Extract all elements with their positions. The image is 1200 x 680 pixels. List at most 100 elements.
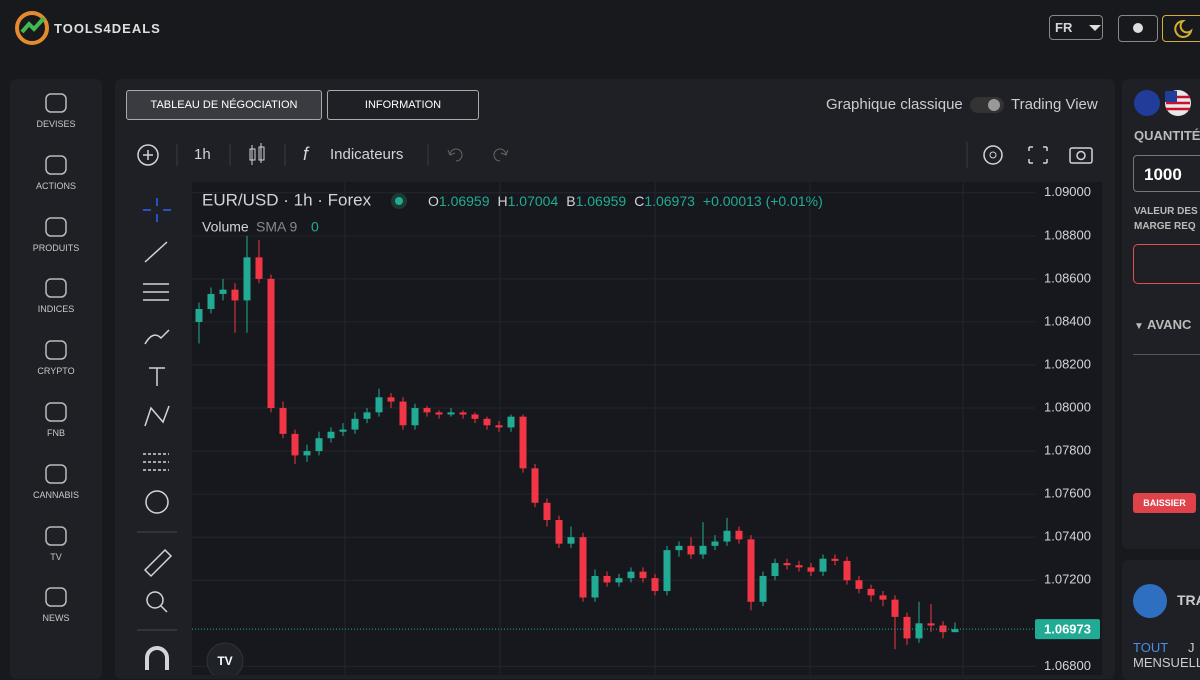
sidebar-icon [45, 587, 67, 608]
legend-key: B [566, 193, 575, 209]
sidebar-item[interactable]: CANNABIS [10, 462, 102, 500]
ohlc-legend: O1.06959 H1.07004 B1.06959 C1.06973 +0.00013… [428, 193, 823, 209]
sidebar-item[interactable]: TV [10, 524, 102, 562]
ruler-tool[interactable] [143, 548, 173, 578]
candle-body [555, 519, 563, 544]
logo[interactable]: TOOLS4DEALS [14, 10, 161, 46]
tab-trading[interactable]: TABLEAU DE NÉGOCIATION [126, 90, 322, 120]
crosshair-tool[interactable] [143, 198, 171, 222]
filter-day[interactable]: J [1188, 640, 1195, 655]
filter-period[interactable]: MENSUELL [1133, 655, 1200, 670]
advanced-toggle[interactable]: ▼ AVANC [1134, 317, 1192, 332]
sidebar-item[interactable]: CRYPTO [10, 338, 102, 376]
chart-title: EUR/USD · 1h · Forex [202, 190, 372, 209]
order-panel [1122, 79, 1200, 549]
icon-shape [45, 587, 67, 608]
y-tick-label: 1.07800 [1044, 443, 1091, 458]
screenshot-button[interactable] [1069, 147, 1093, 164]
last-price-box [1035, 619, 1100, 640]
indicators-button[interactable]: Indicateurs [330, 146, 403, 163]
tab-information[interactable]: INFORMATION [327, 90, 479, 120]
candle-body [303, 451, 311, 456]
traders-icon [1133, 584, 1167, 618]
dark-theme-button[interactable] [1162, 15, 1200, 42]
light-theme-button[interactable] [1118, 15, 1158, 42]
toggle-label-tradingview: Trading View [1011, 96, 1098, 113]
candle-body [459, 412, 467, 415]
candle-body [627, 571, 635, 579]
time-grid [344, 182, 964, 675]
margin-label: MARGE REQ [1134, 221, 1196, 232]
candle-body [207, 293, 215, 310]
icon-shape [45, 216, 67, 237]
candle-body [639, 571, 647, 579]
settings-button[interactable] [983, 145, 1003, 165]
candle-body [615, 578, 623, 583]
candle-body [471, 414, 479, 419]
candle-body [687, 545, 695, 555]
toggle-knob [988, 99, 1000, 111]
sidebar-label: INDICES [37, 304, 75, 315]
legend-change: +0.00013 (+0.01%) [703, 193, 823, 209]
volume-label: Volume [202, 219, 249, 235]
candle-body [315, 438, 323, 452]
sidebar-icon [45, 278, 67, 299]
sidebar-icon [45, 340, 67, 360]
currency-flags [1134, 90, 1191, 116]
candle-body [531, 468, 539, 503]
sidebar-label: FNB [47, 428, 65, 438]
y-tick-label: 1.07200 [1044, 572, 1091, 587]
candle-body [267, 278, 275, 409]
candle-body [771, 563, 779, 576]
candle-body [651, 578, 659, 592]
sidebar-item[interactable]: ACTIONS [10, 153, 102, 191]
candle-body [579, 537, 587, 598]
zoom-tool[interactable] [146, 591, 164, 609]
sidebar-item[interactable]: DEVISES [10, 91, 102, 129]
emoji-tool[interactable] [145, 490, 169, 514]
logo-icon [15, 11, 49, 45]
trendline-tool[interactable] [144, 241, 168, 263]
chart-toggle[interactable] [970, 97, 1004, 113]
tradingview-logo[interactable] [206, 642, 244, 675]
candle-body [723, 530, 731, 542]
sidebar-icon [45, 464, 67, 484]
interval-button[interactable]: 1h [194, 146, 211, 163]
candle-body [831, 558, 839, 561]
chart-style-button[interactable] [249, 143, 265, 165]
sidebar-item[interactable]: NEWS [10, 585, 102, 623]
icon-shape [45, 278, 67, 299]
candle-body [603, 575, 611, 583]
candle-body [339, 429, 347, 432]
sidebar-item[interactable]: FNB [10, 400, 102, 438]
language-select[interactable]: FR [1049, 15, 1103, 40]
add-symbol-button[interactable] [137, 144, 159, 166]
y-tick-label: 1.08200 [1044, 356, 1091, 371]
candle-body [807, 567, 815, 572]
sell-button[interactable]: BAISSIER [1133, 493, 1196, 513]
y-tick-label: 1.07600 [1044, 486, 1091, 501]
candle-body [951, 629, 959, 633]
magnet-tool[interactable] [145, 646, 169, 670]
sidebar-label: CRYPTO [37, 366, 75, 377]
quantity-input[interactable]: 1000 [1133, 155, 1200, 192]
fullscreen-button[interactable] [1028, 146, 1048, 164]
sidebar-item[interactable]: PRODUITS [10, 215, 102, 253]
fib-tool[interactable] [143, 283, 169, 301]
projection-tool[interactable] [143, 453, 169, 471]
redo-button[interactable] [493, 148, 509, 162]
text-tool[interactable] [149, 367, 165, 386]
candle-body [675, 545, 683, 551]
volume-indicator: SMA 9 [256, 219, 297, 235]
pattern-tool[interactable] [144, 405, 170, 427]
sell-price-box[interactable] [1133, 244, 1200, 284]
fx-icon: f [303, 144, 310, 164]
brush-tool[interactable] [144, 329, 170, 345]
legend-value: 1.06959 [576, 193, 627, 209]
icon-shape [45, 93, 67, 113]
filter-all[interactable]: TOUT [1133, 640, 1169, 655]
sidebar-icon [45, 402, 67, 422]
sidebar-item[interactable]: INDICES [10, 276, 102, 314]
undo-button[interactable] [447, 148, 463, 162]
candle-body [435, 412, 443, 415]
